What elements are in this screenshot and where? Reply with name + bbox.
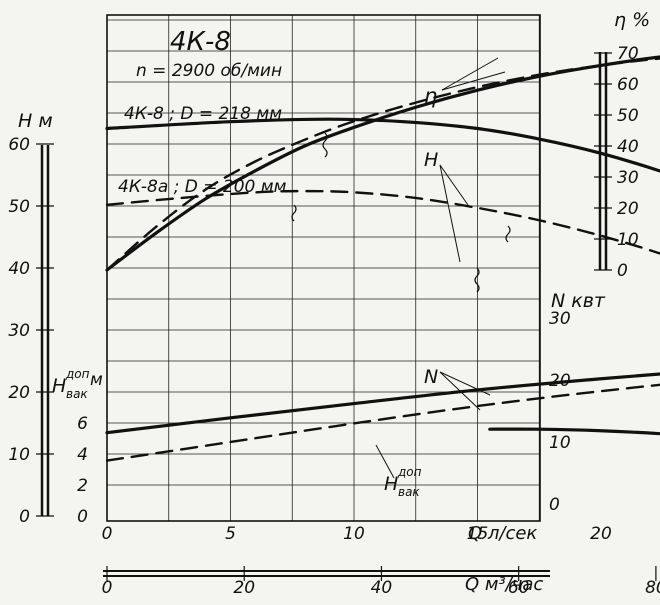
series-h-218 xyxy=(105,117,660,173)
label-d218: 4К-8 ; D = 218 мм xyxy=(124,104,282,124)
hvac-title-sup: доп xyxy=(65,367,90,381)
series-eta-218 xyxy=(105,55,660,272)
series-layer xyxy=(105,55,660,462)
eta-tick-label: 0 xyxy=(617,261,628,281)
label-hvac-main: H xyxy=(384,473,398,495)
grid xyxy=(107,15,540,521)
label-hvac-sup: доп xyxy=(397,465,422,479)
label-n-curves: N xyxy=(424,366,438,388)
h-tick-label: 50 xyxy=(8,197,30,217)
h-axis-title: H м xyxy=(18,110,53,132)
series-hvac xyxy=(488,427,660,436)
hvac-tick-label: 2 xyxy=(77,476,88,496)
series-n-200 xyxy=(105,383,660,462)
h-tick-label: 60 xyxy=(8,135,30,155)
hvac-title-unit: м xyxy=(90,370,103,390)
n-axis-title: N квт xyxy=(551,290,606,312)
hvac-tick-label: 4 xyxy=(77,445,88,465)
x-tick-label: 0 xyxy=(102,524,113,544)
leader-lines xyxy=(375,57,506,479)
series-n-218 xyxy=(105,372,660,435)
break-marks xyxy=(291,132,511,293)
chart-title: 4К-8 xyxy=(170,27,231,57)
x2-tick-label: 20 xyxy=(233,578,255,598)
hvac-axis-title: H доп вак м xyxy=(52,367,103,401)
h-tick-label: 10 xyxy=(8,445,30,465)
eta-tick-label: 50 xyxy=(617,106,639,126)
hvac-tick-label: 0 xyxy=(77,507,88,527)
x2-tick-label: 40 xyxy=(371,578,393,598)
x-tick-label: 15 xyxy=(467,524,489,544)
h-tick-label: 0 xyxy=(19,507,30,527)
x2-tick-label: 60 xyxy=(508,578,530,598)
h-tick-label: 20 xyxy=(8,383,30,403)
hvac-tick-label: 6 xyxy=(77,414,88,434)
x2-axis-title: Q м³/час xyxy=(465,574,543,595)
hvac-axis-ticks: 0 2 4 6 xyxy=(77,414,88,527)
x-tick-label: 20 xyxy=(590,524,612,544)
eta-tick-label: 10 xyxy=(617,230,639,250)
eta-tick-label: 20 xyxy=(617,199,639,219)
x-axis-ticks: 0510152025 xyxy=(102,524,612,544)
eta-tick-label: 30 xyxy=(617,168,639,188)
x-tick-label: 10 xyxy=(343,524,365,544)
x2-scale-bar xyxy=(103,566,657,581)
eta-axis-title: η % xyxy=(614,9,650,31)
label-eta-curves: η xyxy=(424,84,437,108)
label-hvac-curve: H доп вак xyxy=(384,465,422,499)
hvac-title-sub: вак xyxy=(66,387,88,401)
h-axis-ticks: 0 10 20 30 40 50 60 xyxy=(8,135,30,527)
x-axis-title: Q л/сек xyxy=(468,523,537,544)
x-tick-label: 5 xyxy=(225,524,236,544)
n-tick-label: 30 xyxy=(549,309,571,329)
x2-tick-label: 80 xyxy=(645,578,660,598)
chart-subtitle: n = 2900 об/мин xyxy=(136,61,282,81)
label-h-curves: H xyxy=(424,149,438,171)
h-tick-label: 30 xyxy=(8,321,30,341)
n-tick-label: 10 xyxy=(549,433,571,453)
x2-axis-ticks: 020406080100 xyxy=(102,578,660,598)
label-d200: 4К-8а ; D = 200 мм xyxy=(118,177,287,197)
label-hvac-sub: вак xyxy=(398,485,420,499)
eta-tick-label: 40 xyxy=(617,137,639,157)
x2-tick-label: 0 xyxy=(102,578,113,598)
h-scale-bar xyxy=(36,143,54,517)
hvac-title-main: H xyxy=(52,375,66,397)
h-tick-label: 40 xyxy=(8,259,30,279)
eta-tick-label: 60 xyxy=(617,75,639,95)
n-tick-label: 0 xyxy=(549,495,560,515)
series-eta-200 xyxy=(105,57,660,272)
eta-scale-bar xyxy=(594,52,612,271)
series-h-200 xyxy=(105,189,660,255)
